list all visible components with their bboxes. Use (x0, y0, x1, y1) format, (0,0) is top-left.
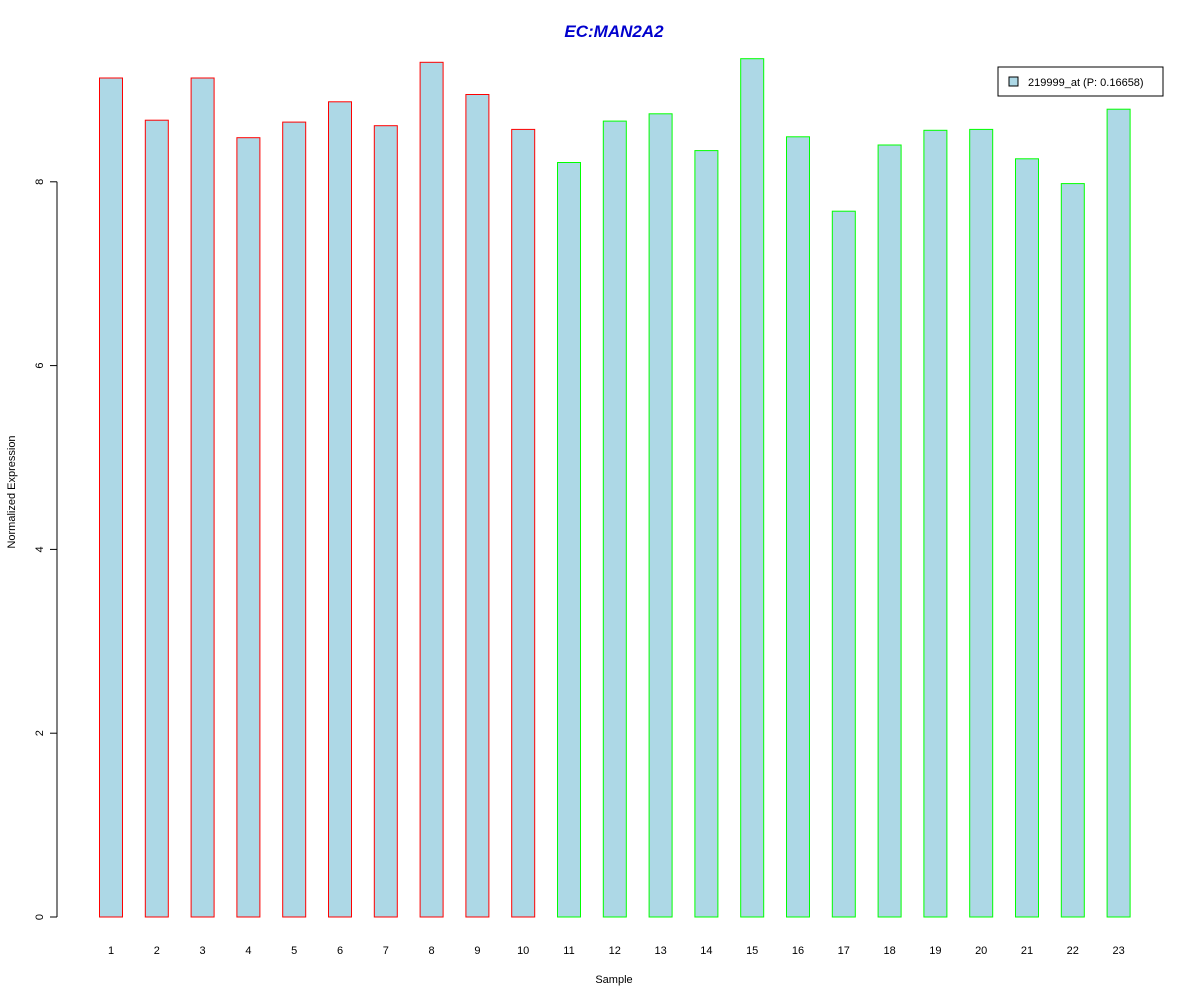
x-tick-label: 14 (700, 945, 712, 957)
x-tick-label: 21 (1021, 945, 1033, 957)
x-tick-label: 10 (517, 945, 529, 957)
bar (1015, 158, 1039, 918)
bar (465, 94, 490, 918)
x-tick-label: 5 (291, 945, 297, 957)
bar (602, 120, 627, 918)
x-tick-label: 1 (108, 945, 114, 957)
bar (557, 162, 581, 918)
x-tick-label: 19 (929, 945, 941, 957)
x-tick-label: 20 (975, 945, 987, 957)
bar (1060, 183, 1085, 918)
y-tick-label: 4 (34, 546, 46, 552)
y-axis: 0 2 4 6 8 (34, 179, 58, 920)
chart-title: EC:MAN2A2 (564, 22, 664, 41)
x-tick-label: 4 (245, 945, 251, 957)
bar (786, 136, 810, 918)
bar (740, 58, 765, 918)
y-tick-label: 8 (34, 179, 46, 185)
x-tick-label: 12 (609, 945, 621, 957)
bar (282, 121, 307, 918)
x-tick-label: 7 (383, 945, 389, 957)
bar (419, 61, 444, 918)
legend: 219999_at (P: 0.16658) (997, 66, 1164, 97)
legend-series-label: 219999_at (P: 0.16658) (1028, 77, 1144, 89)
x-tick-label: 6 (337, 945, 343, 957)
x-tick-label: 13 (654, 945, 666, 957)
x-tick-label: 22 (1067, 945, 1079, 957)
bar (373, 125, 398, 918)
bar (511, 128, 536, 918)
x-tick-label: 2 (154, 945, 160, 957)
x-tick-label: 3 (200, 945, 206, 957)
bar (694, 150, 719, 918)
x-tick-label: 9 (474, 945, 480, 957)
bar (648, 113, 673, 918)
bar (236, 137, 261, 918)
bar (831, 210, 856, 918)
x-tick-label: 23 (1112, 945, 1124, 957)
x-axis-label: Sample (595, 974, 632, 986)
x-tick-label: 17 (838, 945, 850, 957)
x-tick-label: 11 (563, 945, 574, 957)
y-axis-label: Normalized Expression (6, 435, 18, 548)
bar (328, 101, 352, 918)
bar (969, 128, 994, 918)
bar (144, 119, 169, 918)
bar (190, 77, 215, 918)
x-tick-label: 8 (429, 945, 435, 957)
legend-box (997, 66, 1164, 97)
y-tick-label: 2 (34, 730, 46, 736)
y-tick-label: 0 (34, 914, 46, 920)
bar (1106, 108, 1131, 918)
x-tick-label: 16 (792, 945, 804, 957)
y-tick-label: 6 (34, 363, 46, 369)
x-tick-label: 18 (883, 945, 895, 957)
bar (923, 129, 948, 918)
x-tick-label: 15 (746, 945, 758, 957)
bar (99, 77, 123, 918)
bars-group (99, 58, 1131, 918)
legend-swatch (1008, 76, 1019, 87)
x-tick-labels: 1 2 3 4 5 6 7 8 9 10 11 12 13 14 15 16 17 18 19 20 21 22 23 (108, 945, 1125, 957)
bar (877, 144, 902, 918)
